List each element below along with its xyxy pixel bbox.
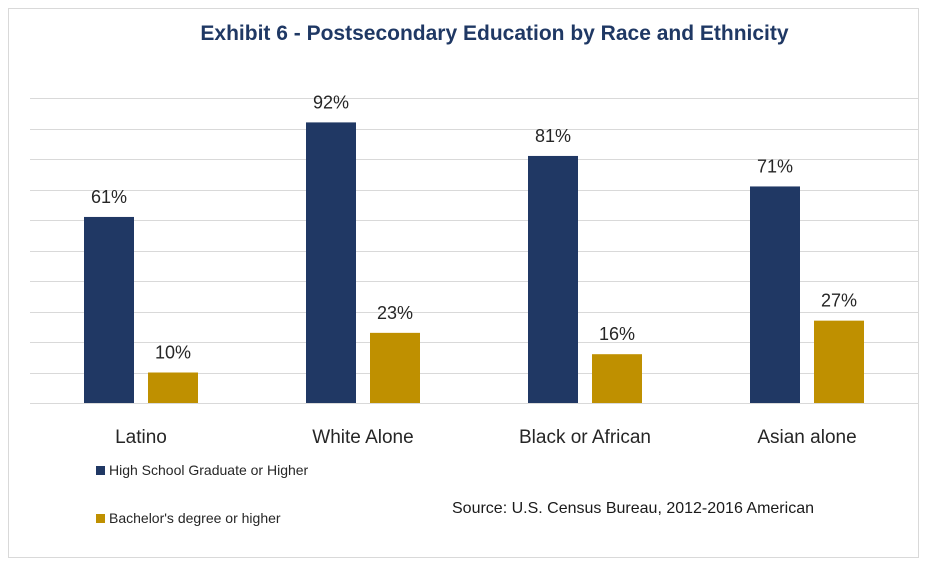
legend-swatch-navy bbox=[96, 466, 105, 475]
category-label: Black or African bbox=[519, 427, 651, 448]
data-label: 61% bbox=[91, 187, 127, 207]
chart-title: Exhibit 6 - Postsecondary Education by R… bbox=[200, 22, 789, 45]
legend-item-bachelors: Bachelor's degree or higher bbox=[96, 510, 281, 526]
legend-label-high-school: High School Graduate or Higher bbox=[109, 462, 309, 478]
bar-bachelors-latino bbox=[148, 372, 198, 403]
category-label: Asian alone bbox=[757, 427, 856, 448]
bar-high-school-latino bbox=[84, 216, 134, 403]
data-label: 92% bbox=[313, 92, 349, 112]
bar-bachelors-asian-alone bbox=[814, 320, 864, 403]
data-label: 71% bbox=[757, 156, 793, 176]
data-label: 81% bbox=[535, 126, 571, 146]
bar-high-school-black-or-african bbox=[528, 155, 578, 403]
source-note: Source: U.S. Census Bureau, 2012-2016 Am… bbox=[452, 500, 814, 517]
legend-label-bachelors: Bachelor's degree or higher bbox=[109, 510, 281, 526]
data-label: 27% bbox=[821, 291, 857, 311]
data-label: 10% bbox=[155, 343, 191, 363]
legend-item-high-school: High School Graduate or Higher bbox=[96, 462, 308, 478]
bar-high-school-asian-alone bbox=[750, 186, 800, 403]
bar-bachelors-black-or-african bbox=[592, 354, 642, 403]
bar-bachelors-white-alone bbox=[370, 332, 420, 403]
category-label: Latino bbox=[115, 427, 167, 448]
data-label: 16% bbox=[599, 324, 635, 344]
bar-high-school-white-alone bbox=[306, 122, 356, 404]
legend-swatch-gold bbox=[96, 514, 105, 523]
category-label: White Alone bbox=[312, 427, 413, 448]
data-label: 23% bbox=[377, 303, 413, 323]
